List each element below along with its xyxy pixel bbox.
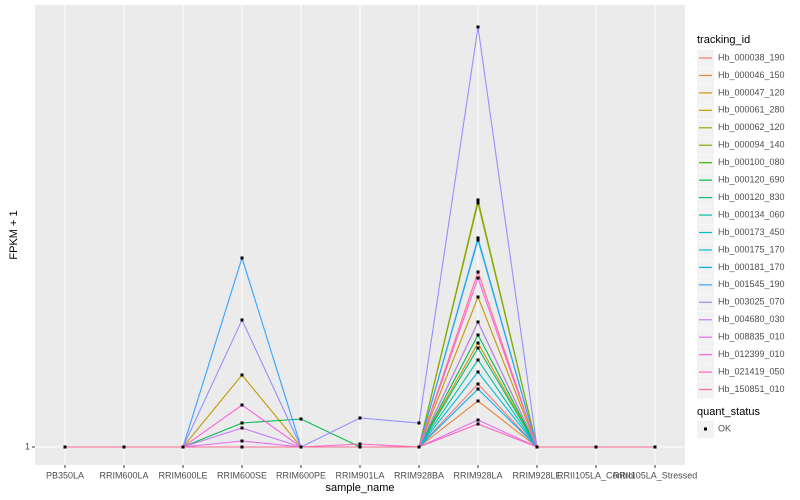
x-tick-label: RRIM600LE xyxy=(158,470,207,480)
legend-label: Hb_012399_010 xyxy=(718,349,785,359)
legend-label: Hb_003025_070 xyxy=(718,297,785,307)
data-point xyxy=(299,445,303,449)
data-point xyxy=(476,320,480,324)
legend-label: Hb_001545_190 xyxy=(718,279,785,289)
x-tick-label: RRII105LA_Stressed xyxy=(613,470,698,480)
data-point xyxy=(181,445,185,449)
legend-title: quant_status xyxy=(697,406,760,418)
x-tick-label: RRIM928LA xyxy=(453,470,502,480)
x-tick-label: RRIM901LA xyxy=(335,470,384,480)
data-point xyxy=(476,198,480,202)
data-point xyxy=(240,318,244,322)
legend-label: Hb_000120_690 xyxy=(718,175,785,185)
x-tick-label: RRII105LA_Control xyxy=(557,470,635,480)
data-point xyxy=(476,346,480,350)
data-point xyxy=(653,445,657,449)
x-tick-label: RRIM600PE xyxy=(276,470,326,480)
legend-label: Hb_000181_170 xyxy=(718,262,785,272)
data-point xyxy=(240,439,244,443)
legend-label: Hb_000134_060 xyxy=(718,209,785,219)
data-point xyxy=(476,236,480,240)
data-point xyxy=(63,445,67,449)
data-point xyxy=(594,445,598,449)
legend-title: tracking_id xyxy=(697,34,750,46)
data-point xyxy=(476,238,480,242)
data-point xyxy=(240,421,244,425)
legend-label: Hb_000120_830 xyxy=(718,192,785,202)
x-tick-label: PB350LA xyxy=(46,470,84,480)
data-point xyxy=(358,442,362,446)
data-point xyxy=(476,382,480,386)
legend-label: Hb_000100_080 xyxy=(718,157,785,167)
legend-label: Hb_000047_120 xyxy=(718,87,785,97)
data-point xyxy=(417,421,421,425)
legend-label: Hb_000173_450 xyxy=(718,227,785,237)
data-point xyxy=(476,25,480,29)
y-tick-label: 1 xyxy=(25,441,30,451)
legend-label: Hb_000062_120 xyxy=(718,122,785,132)
data-point xyxy=(358,416,362,420)
legend-label: Hb_004680_030 xyxy=(718,314,785,324)
data-point xyxy=(122,445,126,449)
data-point xyxy=(476,341,480,345)
data-point xyxy=(476,387,480,391)
data-point xyxy=(240,373,244,377)
x-tick-label: RRIM928BA xyxy=(394,470,444,480)
data-point xyxy=(476,399,480,403)
legend-swatch xyxy=(704,427,707,431)
legend-label: Hb_000038_190 xyxy=(718,52,785,62)
data-point xyxy=(240,426,244,430)
data-point xyxy=(240,256,244,260)
legend-label: Hb_150851_010 xyxy=(718,384,785,394)
legend-label: Hb_008835_010 xyxy=(718,332,785,342)
data-point xyxy=(417,445,421,449)
y-axis-label: FPKM + 1 xyxy=(8,210,20,259)
legend-label: Hb_000175_170 xyxy=(718,244,785,254)
x-axis-label: sample_name xyxy=(325,482,394,494)
x-tick-label: RRIM600LA xyxy=(99,470,148,480)
data-point xyxy=(299,417,303,421)
legend-label: Hb_021419_050 xyxy=(718,366,785,376)
data-point xyxy=(476,358,480,362)
data-point xyxy=(476,418,480,422)
legend-label: Hb_000094_140 xyxy=(718,140,785,150)
legend-label: Hb_000046_150 xyxy=(718,70,785,80)
legend-label: OK xyxy=(718,423,731,433)
data-point xyxy=(535,445,539,449)
data-point xyxy=(476,201,480,205)
legend-label: Hb_000061_280 xyxy=(718,105,785,115)
data-point xyxy=(476,422,480,426)
x-tick-label: RRIM600SE xyxy=(217,470,267,480)
data-point xyxy=(358,445,362,449)
data-point xyxy=(476,276,480,280)
data-point xyxy=(476,270,480,274)
data-point xyxy=(476,333,480,337)
data-point xyxy=(240,403,244,407)
x-tick-label: RRIM928LE xyxy=(512,470,561,480)
data-point xyxy=(476,295,480,299)
data-point xyxy=(240,445,244,449)
data-point xyxy=(476,370,480,374)
